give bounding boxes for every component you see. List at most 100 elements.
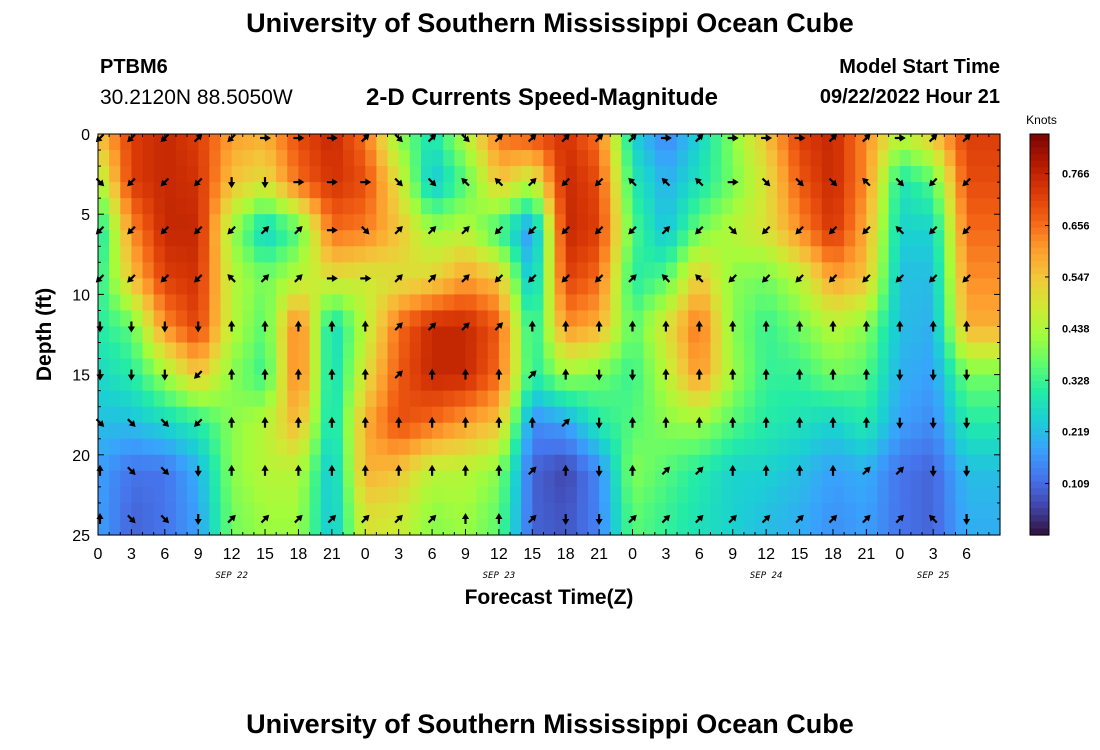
heat-cell: [276, 166, 288, 183]
heat-cell: [242, 166, 255, 183]
heat-cell: [643, 198, 656, 215]
current-arrow: [829, 320, 837, 332]
heat-cell: [543, 374, 556, 392]
heat-cell: [632, 470, 645, 488]
heat-cell: [944, 390, 957, 408]
heat-cell: [777, 342, 790, 360]
heat-cell: [576, 182, 589, 199]
heat-cell: [821, 214, 834, 231]
heat-cell: [432, 342, 444, 360]
heat-cell: [265, 182, 277, 199]
heat-cell: [977, 454, 990, 472]
current-arrow: [360, 225, 370, 235]
heat-cell: [109, 358, 121, 376]
heat-cell: [120, 470, 133, 488]
heat-cell: [253, 182, 266, 199]
colorbar-step: [1030, 260, 1049, 269]
heat-cell: [187, 198, 199, 215]
heat-cell: [688, 278, 700, 295]
heat-cell: [743, 246, 756, 263]
heat-cell: [487, 214, 500, 231]
heat-cell: [922, 502, 934, 520]
heat-cell: [654, 230, 667, 247]
heat-cell: [899, 294, 912, 312]
heat-cell: [543, 454, 556, 472]
heat-cell: [131, 294, 144, 312]
heat-cell: [632, 358, 645, 376]
heat-cell: [131, 390, 144, 408]
heat-cell: [387, 246, 400, 263]
heat-cell: [565, 198, 578, 215]
heat-cell: [142, 486, 155, 504]
heat-cell: [899, 214, 912, 231]
heat-cell: [498, 470, 511, 488]
heat-cell: [621, 454, 634, 472]
heat-cell: [387, 326, 400, 344]
current-arrow: [95, 418, 105, 427]
heat-cell: [287, 422, 300, 440]
heat-cell: [665, 326, 678, 344]
heat-cell: [175, 406, 188, 424]
heat-cell: [977, 150, 990, 167]
heat-cell: [610, 310, 622, 328]
colorbar-step: [1030, 401, 1049, 409]
heat-cell: [443, 262, 455, 279]
heat-cell: [253, 150, 266, 167]
heat-cell: [443, 134, 455, 151]
heat-cell: [988, 374, 1001, 392]
y-tick-label: 5: [81, 207, 90, 224]
heat-cell: [788, 246, 801, 263]
heat-cell: [521, 198, 533, 215]
colorbar-step: [1030, 227, 1049, 235]
heat-cell: [543, 358, 556, 376]
heat-cell: [320, 182, 333, 199]
heat-cell: [844, 390, 856, 408]
heat-cell: [342, 166, 355, 183]
heat-cell: [610, 182, 622, 199]
heat-cell: [721, 342, 734, 360]
heat-cell: [409, 406, 422, 424]
heat-cell: [799, 374, 812, 392]
heat-cell: [899, 470, 912, 488]
heat-cell: [521, 486, 533, 504]
heat-cell: [409, 166, 422, 183]
current-arrow: [326, 226, 338, 234]
heat-cell: [810, 422, 823, 440]
heat-cell: [899, 422, 912, 440]
heat-cell: [476, 502, 489, 520]
heat-cell: [187, 182, 199, 199]
heat-cell: [621, 518, 634, 536]
heat-cell: [788, 470, 801, 488]
heat-cell: [432, 406, 444, 424]
heat-cell: [298, 262, 311, 279]
heat-cell: [253, 166, 266, 183]
current-arrow: [294, 320, 302, 332]
heat-cell: [220, 198, 233, 215]
heat-cell: [265, 246, 277, 263]
heat-cell: [543, 406, 556, 424]
heat-cell: [766, 502, 778, 520]
heat-cell: [287, 182, 300, 199]
colorbar-step: [1030, 207, 1049, 215]
colorbar-step: [1030, 267, 1049, 275]
heat-cell: [944, 262, 957, 279]
heat-cell: [743, 230, 756, 247]
heat-cell: [420, 374, 433, 392]
heat-cell: [788, 406, 801, 424]
heat-cell: [576, 278, 589, 295]
heat-cell: [721, 518, 734, 536]
heat-cell: [977, 166, 990, 183]
current-arrow: [326, 178, 338, 186]
current-arrow: [427, 514, 437, 524]
heat-cell: [521, 294, 533, 312]
heat-cell: [142, 422, 155, 440]
heat-cell: [276, 246, 288, 263]
current-arrow: [661, 177, 671, 187]
heat-cell: [175, 230, 188, 247]
heat-cell: [354, 390, 366, 408]
heat-cell: [777, 438, 790, 456]
heat-cell: [755, 358, 767, 376]
current-arrow: [963, 465, 971, 477]
current-arrow: [193, 133, 203, 143]
heat-cell: [654, 326, 667, 344]
